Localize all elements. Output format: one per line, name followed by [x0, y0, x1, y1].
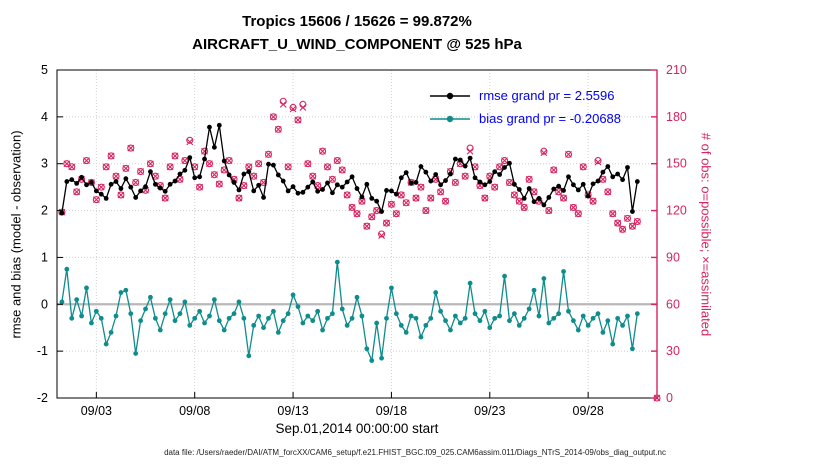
- plot-title-variable: AIRCRAFT_U_WIND_COMPONENT @ 525 hPa: [192, 36, 522, 53]
- svg-text:0: 0: [666, 391, 673, 405]
- svg-text:210: 210: [666, 63, 687, 77]
- svg-text:09/03: 09/03: [81, 404, 112, 418]
- rmse-sample-dot: [446, 92, 454, 99]
- rmse-line-sample-icon: [430, 92, 470, 99]
- svg-text:09/08: 09/08: [179, 404, 210, 418]
- left-axis-label: rmse and bias (model - observation): [8, 130, 24, 339]
- legend-label-rmse: rmse grand pr = 2.5596: [479, 88, 615, 103]
- legend-item-bias: bias grand pr = -0.20688: [428, 107, 621, 130]
- svg-text:120: 120: [666, 204, 687, 218]
- svg-text:09/23: 09/23: [474, 404, 505, 418]
- svg-text:30: 30: [666, 344, 680, 358]
- svg-text:-2: -2: [37, 391, 48, 405]
- legend: rmse grand pr = 2.5596 bias grand pr = -…: [428, 84, 621, 130]
- svg-text:2: 2: [41, 204, 48, 218]
- legend-item-rmse: rmse grand pr = 2.5596: [428, 84, 621, 107]
- legend-label-bias: bias grand pr = -0.20688: [479, 111, 622, 126]
- svg-text:90: 90: [666, 250, 680, 264]
- right-axis-label: # of obs: o=possible; ×=assimilated: [698, 132, 714, 337]
- svg-text:180: 180: [666, 110, 687, 124]
- bias-line-sample-icon: [430, 115, 470, 122]
- svg-text:-1: -1: [37, 344, 48, 358]
- svg-text:0: 0: [41, 297, 48, 311]
- svg-text:4: 4: [41, 110, 48, 124]
- svg-text:09/18: 09/18: [376, 404, 407, 418]
- svg-text:09/28: 09/28: [573, 404, 604, 418]
- svg-text:3: 3: [41, 157, 48, 171]
- svg-text:09/13: 09/13: [277, 404, 308, 418]
- plot-title-stats: Tropics 15606 / 15626 = 99.872%: [242, 13, 472, 30]
- svg-text:5: 5: [41, 63, 48, 77]
- svg-text:1: 1: [41, 250, 48, 264]
- svg-text:150: 150: [666, 157, 687, 171]
- data-file-caption: data file: /Users/raeder/DAI/ATM_forcXX/…: [164, 448, 666, 457]
- bias-sample-dot: [446, 115, 454, 122]
- svg-text:60: 60: [666, 297, 680, 311]
- x-axis-label: Sep.01,2014 00:00:00 start: [275, 421, 439, 436]
